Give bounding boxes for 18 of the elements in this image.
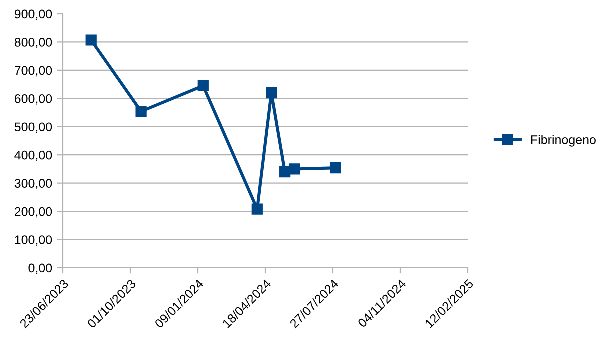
y-tick-label: 200,00: [14, 207, 52, 218]
point: [266, 87, 278, 99]
point: [288, 164, 300, 175]
y-tick-label: 300,00: [14, 179, 52, 190]
y-tick-label: 700,00: [14, 66, 52, 77]
y-tick-label: 400,00: [14, 150, 52, 162]
y-tick-label: 800,00: [14, 38, 52, 48]
point: [136, 106, 147, 118]
legend-label: Fibrinogeno: [531, 135, 596, 147]
y-tick-label: 600,00: [14, 94, 52, 105]
point: [252, 204, 263, 215]
y-tick-label: 900,00: [14, 10, 52, 20]
point: [330, 162, 342, 174]
point: [86, 34, 97, 46]
point: [198, 80, 209, 92]
y-tick-label: 100,00: [15, 236, 52, 246]
y-tick-label: 0,00: [28, 264, 52, 274]
y-tick-label: 500,00: [14, 122, 52, 134]
